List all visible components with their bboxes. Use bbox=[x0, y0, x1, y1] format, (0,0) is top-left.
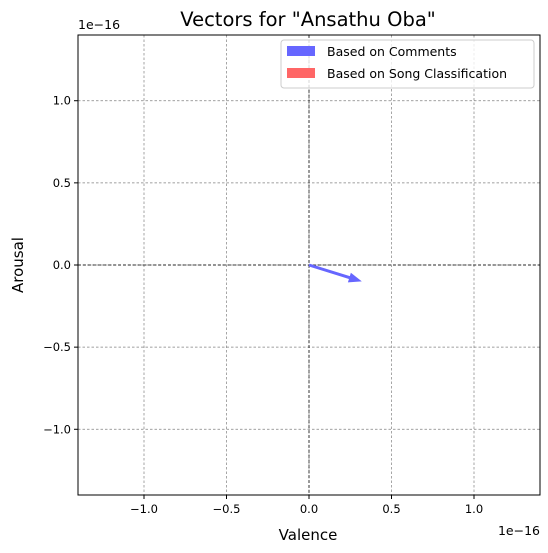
legend-swatch-comments bbox=[287, 46, 315, 56]
x-tick-label: 0.5 bbox=[382, 502, 400, 516]
x-axis-label: Valence bbox=[279, 526, 338, 544]
legend-label-song-classification: Based on Song Classification bbox=[327, 66, 507, 81]
legend-box bbox=[280, 39, 535, 89]
x-axis-offset-text: 1e−16 bbox=[498, 523, 540, 538]
vectors-layer bbox=[308, 263, 362, 283]
y-axis-ticks: −1.0 −0.5 0.0 0.5 1.0 bbox=[43, 94, 78, 436]
y-tick-label: 1.0 bbox=[53, 94, 71, 108]
x-tick-label: −0.5 bbox=[213, 502, 241, 516]
vector-arrow bbox=[308, 263, 362, 283]
y-tick-label: −0.5 bbox=[43, 340, 71, 354]
x-tick-label: 1.0 bbox=[465, 502, 483, 516]
x-tick-label: 0.0 bbox=[300, 502, 318, 516]
legend-swatch-song-classification bbox=[287, 68, 315, 78]
chart-title: Vectors for "Ansathu Oba" bbox=[180, 8, 436, 31]
y-axis-label: Arousal bbox=[9, 237, 27, 293]
y-tick-label: 0.5 bbox=[53, 176, 71, 190]
y-tick-label: 0.0 bbox=[53, 258, 71, 272]
x-tick-label: −1.0 bbox=[130, 502, 158, 516]
y-axis-offset-text: 1e−16 bbox=[78, 17, 120, 32]
y-tick-label: −1.0 bbox=[43, 422, 71, 436]
x-axis-ticks: −1.0 −0.5 0.0 0.5 1.0 bbox=[130, 495, 483, 516]
legend-label-comments: Based on Comments bbox=[327, 44, 457, 59]
legend: Based on Comments Based on Song Classifi… bbox=[280, 39, 535, 89]
